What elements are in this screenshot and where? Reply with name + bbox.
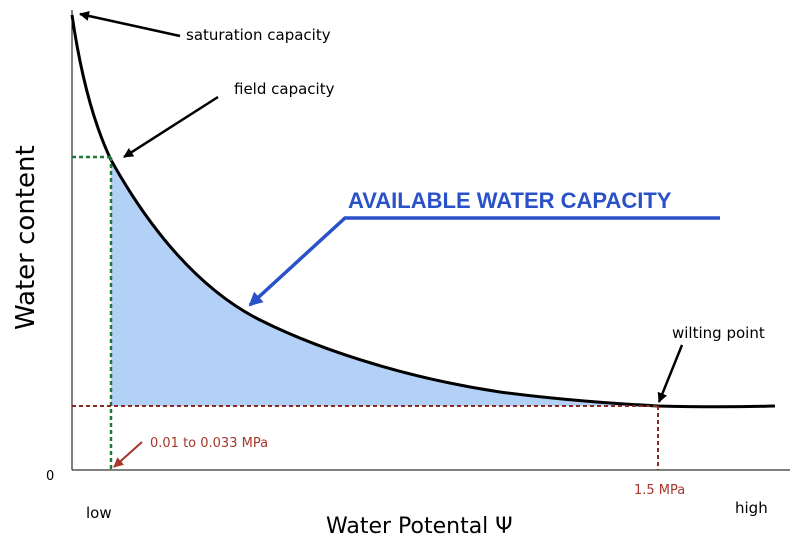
saturation-arrow (79, 11, 181, 38)
available-water-region (111, 160, 658, 406)
x-high-label: high (735, 499, 768, 517)
y-axis-label: Water content (11, 145, 41, 330)
x-low-label: low (86, 504, 112, 522)
x-axis-label: Water Potental Ψ (326, 514, 513, 539)
field-capacity-arrow (123, 95, 219, 159)
wilting-point-arrow (657, 344, 684, 403)
available-water-title: AVAILABLE WATER CAPACITY (348, 188, 672, 213)
field-potential-label: 0.01 to 0.033 MPa (150, 436, 268, 451)
retention-curve (70, 14, 776, 409)
wilting-point-label: wilting point (672, 324, 765, 342)
wilting-potential-label: 1.5 MPa (634, 483, 685, 498)
field-capacity-label: field capacity (234, 80, 335, 98)
field-potential-arrow (113, 441, 143, 468)
available-water-pointer (248, 216, 720, 307)
saturation-label: saturation capacity (186, 26, 331, 44)
y-zero-label: 0 (46, 469, 54, 484)
